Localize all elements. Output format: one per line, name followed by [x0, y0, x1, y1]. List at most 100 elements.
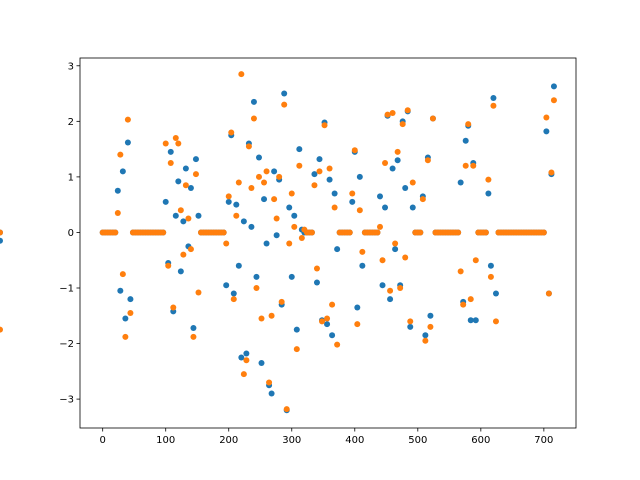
point	[255, 154, 262, 161]
x-tick-label: 0	[100, 435, 106, 446]
point	[349, 190, 356, 197]
point	[230, 296, 237, 303]
point	[240, 371, 247, 378]
point	[233, 201, 240, 208]
point	[490, 95, 497, 101]
point	[240, 218, 247, 225]
point	[175, 140, 182, 147]
point	[389, 110, 396, 116]
point	[180, 251, 187, 258]
point	[248, 223, 255, 230]
point	[230, 290, 237, 297]
point	[417, 229, 424, 236]
point	[124, 139, 131, 146]
point	[0, 229, 3, 236]
point	[117, 151, 124, 158]
point	[389, 165, 396, 172]
point	[162, 198, 169, 205]
point	[253, 285, 260, 291]
y-tick-label: 1	[68, 172, 74, 183]
point	[0, 237, 3, 244]
point	[354, 304, 361, 311]
point	[263, 240, 270, 247]
point	[359, 248, 366, 255]
point	[268, 312, 275, 319]
y-tick-label: −3	[59, 395, 74, 406]
point	[243, 357, 250, 364]
point	[387, 287, 394, 294]
point	[288, 273, 295, 280]
point	[326, 176, 333, 183]
point	[112, 229, 119, 236]
point	[465, 121, 472, 128]
point	[235, 262, 242, 269]
point	[460, 301, 467, 308]
point	[119, 168, 126, 175]
point	[429, 115, 436, 122]
point	[313, 279, 320, 286]
y-tick-label: −2	[59, 339, 74, 350]
point	[114, 187, 121, 194]
point	[319, 318, 326, 325]
point	[392, 246, 399, 253]
point	[187, 185, 194, 191]
point	[543, 114, 550, 121]
point	[331, 190, 338, 197]
point	[545, 290, 552, 297]
point	[324, 315, 331, 322]
point	[455, 229, 462, 236]
point	[482, 229, 489, 236]
point	[250, 98, 257, 105]
point	[276, 173, 283, 180]
point	[192, 171, 199, 178]
point	[122, 315, 129, 322]
point	[177, 207, 184, 214]
y-tick-label: 0	[68, 228, 74, 239]
point	[266, 379, 273, 386]
point	[278, 298, 285, 305]
point	[492, 290, 499, 297]
point	[409, 204, 416, 211]
point	[286, 204, 293, 211]
point	[384, 111, 391, 118]
point	[288, 190, 295, 197]
point	[331, 204, 338, 211]
point	[457, 179, 464, 186]
point	[422, 332, 429, 339]
point	[324, 321, 331, 328]
point	[462, 162, 469, 169]
point	[329, 332, 336, 339]
point	[485, 176, 492, 183]
point	[293, 326, 300, 333]
point	[172, 135, 179, 141]
x-tick-label: 600	[471, 435, 490, 446]
point	[253, 273, 260, 280]
point	[180, 218, 187, 225]
point	[376, 223, 383, 230]
point	[316, 156, 323, 163]
point	[470, 162, 477, 169]
point	[162, 140, 169, 147]
point	[356, 207, 363, 214]
x-tick-label: 400	[345, 435, 364, 446]
point	[394, 148, 401, 155]
point	[379, 282, 386, 289]
point	[392, 240, 399, 247]
point	[543, 128, 550, 135]
point	[281, 101, 288, 108]
point	[177, 268, 184, 275]
point	[127, 310, 134, 316]
point	[127, 296, 134, 303]
point	[228, 129, 235, 136]
point	[296, 162, 303, 169]
point	[245, 143, 252, 150]
point	[167, 160, 174, 166]
point	[165, 262, 172, 269]
point	[271, 196, 278, 203]
point	[190, 333, 197, 340]
point	[399, 121, 406, 128]
point	[225, 198, 232, 205]
point	[281, 90, 288, 97]
